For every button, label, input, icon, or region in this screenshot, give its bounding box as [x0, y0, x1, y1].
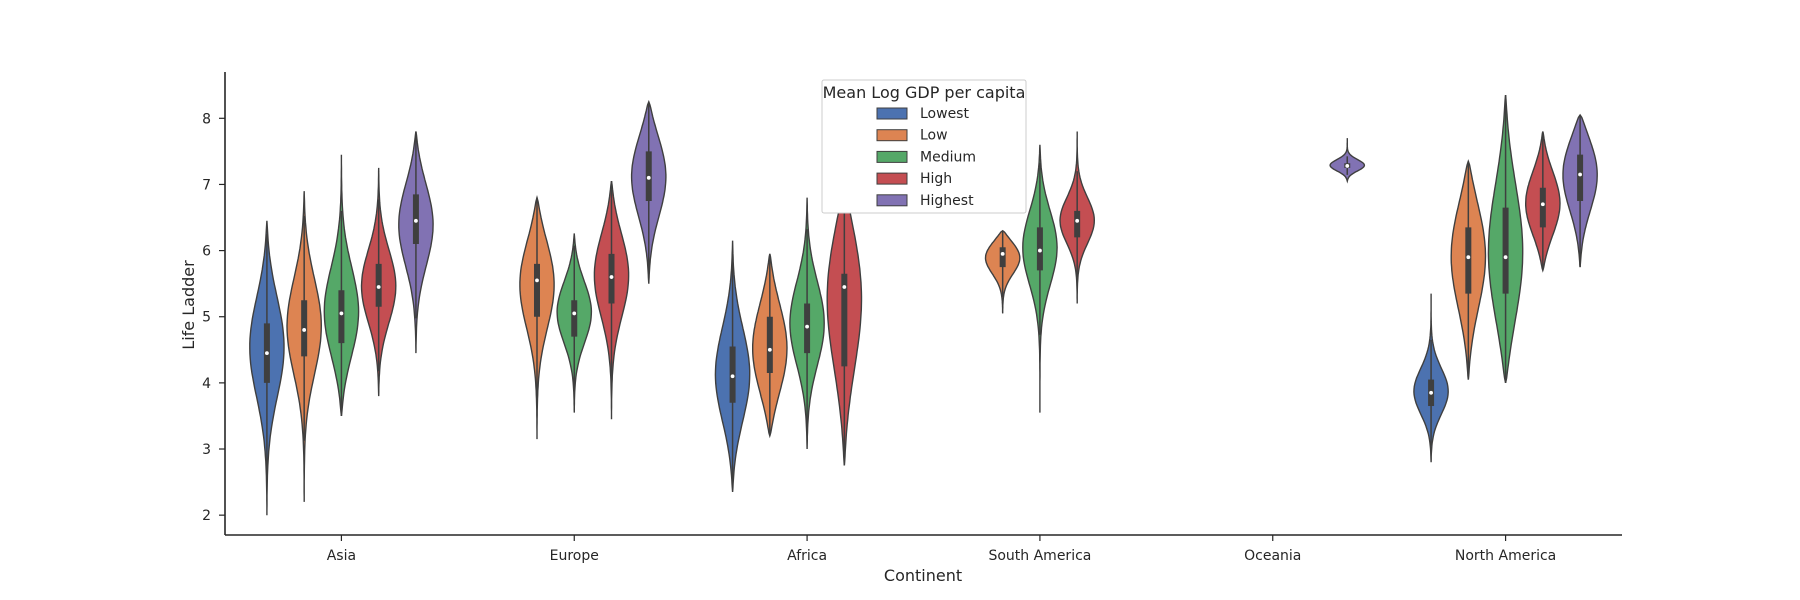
legend-items: Lowest Low Medium High Highest: [876, 106, 976, 209]
violin-median: [1578, 172, 1582, 177]
violin-median: [535, 278, 539, 283]
legend-swatch: [876, 194, 908, 207]
violin-median: [730, 374, 735, 379]
violin-median: [414, 218, 418, 223]
violin-highest-north-america: [1562, 113, 1598, 268]
y-tick-label: 3: [202, 442, 211, 458]
legend-item-low: Low: [876, 128, 948, 144]
violin-medium-africa: [789, 197, 825, 450]
violin-medium-asia: [323, 154, 360, 416]
x-tick-label-south-america: South America: [988, 548, 1091, 564]
legend-frame: [821, 79, 1027, 214]
violin-median: [1466, 255, 1471, 260]
x-tick-label-europe: Europe: [550, 548, 599, 564]
x-tick-label-africa: Africa: [787, 548, 827, 564]
violin-median: [376, 285, 381, 289]
violin-lowest-asia: [249, 220, 285, 516]
violin-high-africa: [826, 189, 863, 466]
violin-medium-south-america: [1022, 144, 1058, 413]
y-ticks: 2 3 4 5 6 7 8: [202, 111, 225, 524]
violin-high-europe: [593, 180, 630, 420]
legend-label: Medium: [920, 149, 976, 165]
legend-swatch: [876, 172, 908, 185]
violin-median: [609, 275, 614, 279]
legend-label: Lowest: [920, 106, 969, 122]
violin-median: [646, 175, 651, 180]
violin-low-south-america: [984, 229, 1021, 314]
violin-median: [1540, 202, 1545, 207]
violin-highest-oceania: [1329, 138, 1366, 184]
axes-layer: [224, 72, 1622, 536]
y-tick-label: 5: [202, 310, 211, 326]
violin-highest-europe: [630, 99, 667, 284]
y-tick-label: 7: [202, 177, 211, 193]
legend-swatch: [876, 107, 908, 120]
x-tick-label-north-america: North America: [1455, 548, 1556, 564]
y-tick-label: 6: [202, 244, 211, 260]
violin-median: [1429, 390, 1433, 395]
legend-label: High: [920, 171, 952, 187]
y-axis-title: Life Ladder: [179, 260, 198, 350]
violin-median: [1345, 164, 1350, 168]
violin-medium-europe: [556, 233, 593, 413]
y-tick-label: 2: [202, 508, 211, 524]
violin-median: [1000, 251, 1005, 256]
legend-label: Highest: [920, 193, 974, 209]
legend-label: Low: [920, 128, 948, 144]
violin-median: [302, 328, 307, 332]
violin-low-africa: [752, 253, 788, 439]
violin-medium-north-america: [1487, 95, 1524, 384]
violin-median: [265, 351, 269, 356]
violin-median: [842, 285, 847, 289]
legend-swatch: [876, 150, 908, 163]
violin-median: [339, 311, 344, 316]
violin-high-asia: [360, 167, 397, 397]
x-tick-label-oceania: Oceania: [1244, 548, 1301, 564]
y-tick-label: 8: [202, 111, 211, 127]
legend: Mean Log GDP per capita Lowest Low Medium H…: [821, 79, 1027, 214]
legend-item-medium: Medium: [876, 149, 976, 165]
legend-item-highest: Highest: [876, 193, 974, 209]
violin-median: [805, 324, 809, 329]
violins-layer: [249, 95, 1598, 516]
violin-low-north-america: [1450, 159, 1487, 380]
y-tick-label: 4: [202, 376, 211, 392]
violin-high-south-america: [1059, 131, 1096, 304]
violin-median: [1503, 255, 1508, 260]
violin-lowest-north-america: [1413, 293, 1449, 463]
violin-median: [1075, 218, 1080, 223]
violin-lowest-africa: [714, 240, 751, 493]
violin-highest-asia: [398, 131, 434, 354]
violin-high-north-america: [1525, 131, 1561, 273]
violin-low-asia: [286, 191, 323, 502]
violin-low-europe: [519, 195, 555, 440]
x-axis-title: Continent: [884, 566, 962, 585]
legend-title: Mean Log GDP per capita: [823, 83, 1026, 102]
x-tick-label-asia: Asia: [327, 548, 356, 564]
x-ticks: Asia Europe Africa South America Oceania Nort…: [327, 535, 1556, 564]
violin-median: [767, 347, 772, 352]
legend-item-lowest: Lowest: [876, 106, 969, 122]
violin-median: [1038, 248, 1042, 253]
legend-swatch: [876, 129, 908, 142]
violin-median: [572, 311, 577, 316]
legend-item-high: High: [876, 171, 952, 187]
